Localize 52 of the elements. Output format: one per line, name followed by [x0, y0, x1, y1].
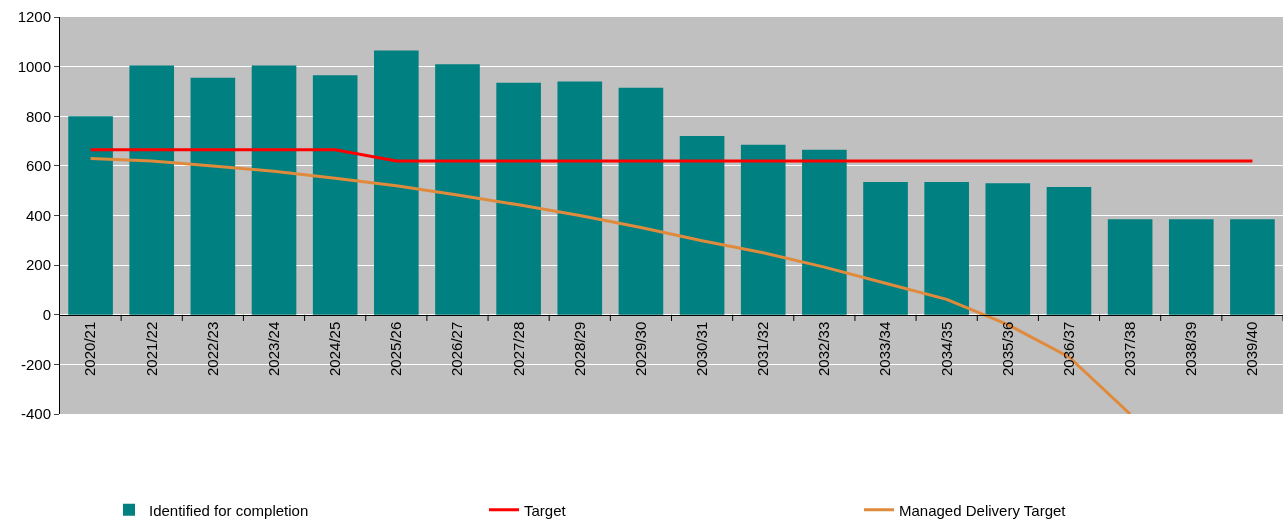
x-tick-label: 2028/29	[570, 321, 588, 376]
y-tick-label: 400	[25, 206, 51, 224]
x-tick-label: 2039/40	[1243, 321, 1261, 376]
bar	[312, 75, 358, 315]
legend-label: Managed Delivery Target	[899, 501, 1067, 519]
bar	[129, 65, 175, 315]
bar	[1046, 186, 1092, 315]
bar	[190, 77, 236, 315]
x-tick-label: 2027/28	[509, 321, 527, 376]
x-tick-label: 2032/33	[815, 321, 833, 376]
y-tick-label: -200	[20, 355, 51, 373]
bar	[679, 136, 725, 315]
x-tick-label: 2030/31	[692, 321, 710, 376]
x-tick-label: 2038/39	[1182, 321, 1200, 376]
x-tick-label: 2021/22	[142, 321, 160, 376]
bar	[618, 87, 664, 315]
bar	[740, 144, 786, 315]
y-tick-label: 200	[25, 256, 51, 274]
x-tick-label: 2037/38	[1121, 321, 1139, 376]
x-tick-label: 2035/36	[998, 321, 1016, 376]
bar	[496, 82, 541, 315]
y-tick-label: 0	[42, 306, 51, 323]
bar	[863, 182, 908, 315]
x-tick-label: 2031/32	[754, 321, 772, 376]
x-tick-label: 2024/25	[326, 321, 344, 376]
x-tick-label: 2033/34	[876, 321, 894, 376]
bar	[435, 64, 480, 315]
y-tick-label: 1000	[17, 57, 51, 75]
x-tick-label: 2026/27	[448, 321, 466, 376]
x-tick-label: 2036/37	[1059, 321, 1077, 376]
legend-label: Target	[524, 501, 567, 519]
bar	[1107, 219, 1153, 315]
y-tick-label: 600	[25, 157, 51, 175]
bar	[1230, 219, 1275, 315]
y-tick-label: -400	[20, 405, 51, 423]
x-tick-label: 2034/35	[937, 321, 955, 376]
x-tick-label: 2022/23	[203, 321, 221, 376]
y-tick-label: 1200	[17, 8, 51, 26]
y-tick-label: 800	[25, 107, 51, 125]
x-tick-label: 2025/26	[387, 321, 405, 376]
bar	[374, 50, 419, 315]
bar	[802, 149, 847, 315]
bar	[557, 81, 603, 315]
bar	[1168, 219, 1214, 315]
x-tick-label: 2029/30	[631, 321, 649, 376]
x-tick-label: 2020/21	[81, 321, 99, 376]
legend-label: Identified for completion	[149, 501, 309, 519]
bar	[251, 65, 297, 315]
x-tick-label: 2023/24	[264, 321, 282, 376]
bar	[985, 183, 1031, 315]
bar	[68, 116, 113, 315]
bar	[924, 182, 969, 315]
